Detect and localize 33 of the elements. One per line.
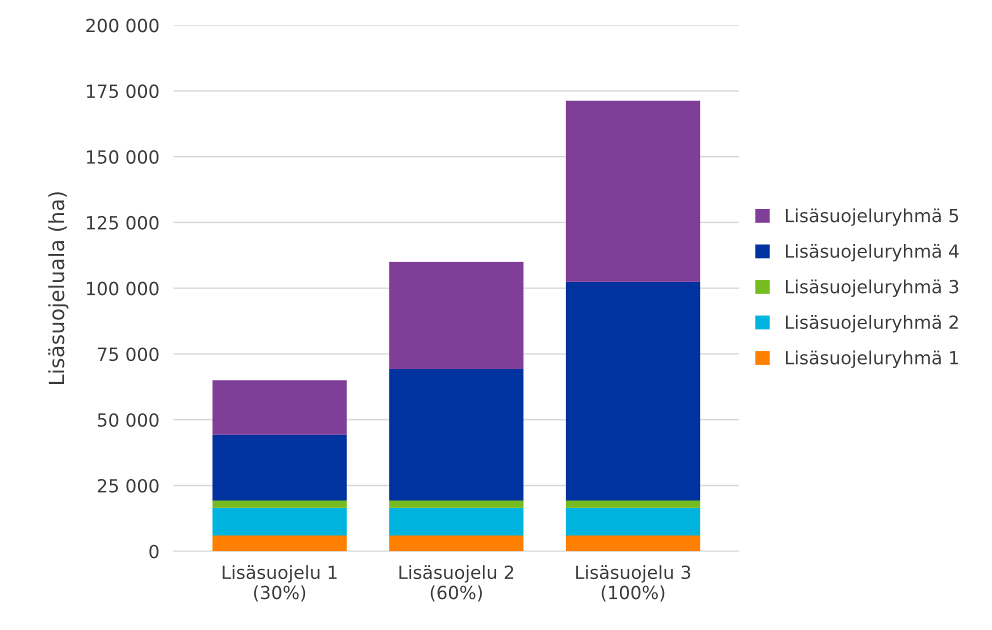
bar — [212, 380, 347, 435]
bar — [389, 535, 524, 552]
y-tick-label: 125 000 — [87, 216, 159, 230]
legend-label: Lisäsuojeluryhmä 2 — [786, 315, 958, 332]
bar — [389, 500, 524, 508]
bar — [212, 434, 347, 500]
x-tick-label: Lisäsuojelu 1 (30%) — [222, 565, 337, 602]
bar — [566, 100, 700, 282]
x-tick-label: Lisäsuojelu 3 (100%) — [576, 565, 690, 602]
y-tick-label: 100 000 — [87, 282, 159, 296]
y-tick-label: 50 000 — [98, 413, 159, 427]
bar — [566, 500, 700, 508]
y-tick-label: 25 000 — [98, 478, 159, 493]
bar — [566, 535, 700, 552]
bar — [389, 262, 524, 369]
legend-label: Lisäsuojeluryhmä 5 — [786, 208, 958, 226]
bar — [212, 535, 347, 552]
legend-label: Lisäsuojeluryhmä 4 — [786, 244, 959, 262]
legend-label: Lisäsuojeluryhmä 3 — [786, 279, 958, 297]
y-tick-label: 150 000 — [87, 150, 159, 164]
bar — [212, 500, 347, 508]
y-tick-label: 200 000 — [86, 18, 159, 32]
y-tick-label: 0 — [149, 544, 159, 558]
legend-label: Lisäsuojeluryhmä 1 — [786, 350, 958, 368]
y-tick-label: 75 000 — [98, 347, 159, 362]
bar — [212, 508, 347, 536]
bar — [566, 508, 700, 536]
bar — [566, 282, 700, 500]
y-axis-title: Lisäsuojeluala (ha) — [48, 192, 68, 384]
bar — [389, 368, 524, 500]
x-tick-label: Lisäsuojelu 2 (60%) — [399, 565, 514, 602]
y-tick-label: 175 000 — [87, 84, 159, 98]
bar — [389, 508, 524, 536]
